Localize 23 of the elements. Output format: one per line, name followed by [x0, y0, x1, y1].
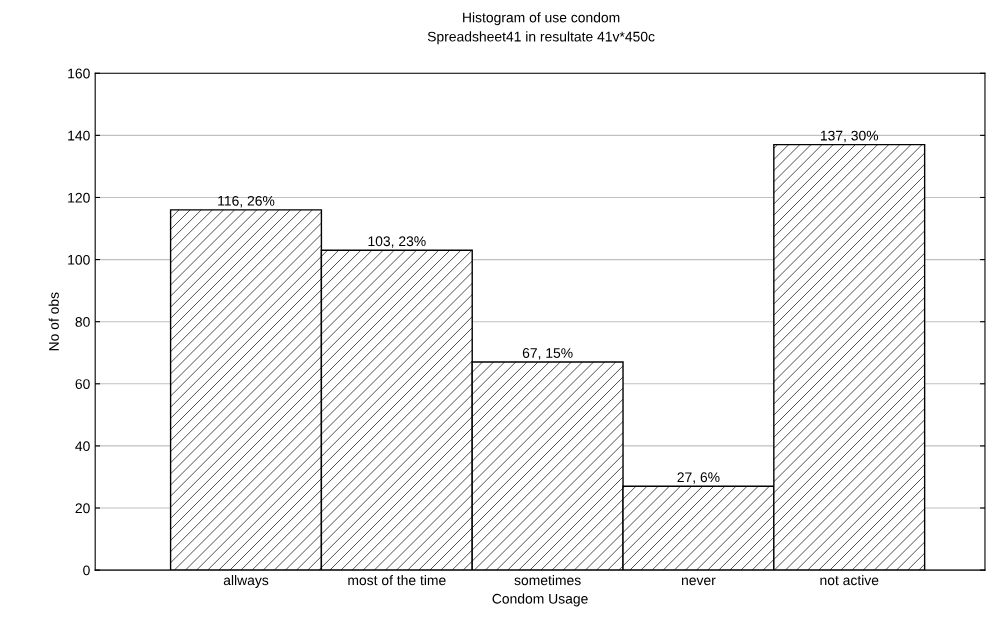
y-tick-label: 60 [75, 379, 90, 389]
y-tick-label: 20 [75, 503, 90, 514]
data-label: 103, 23% [368, 236, 426, 248]
data-label: 27, 6% [677, 472, 720, 484]
y-tick-label: 120 [68, 192, 90, 203]
x-axis-title: Condom Usage [492, 593, 588, 607]
y-tick-label: 100 [68, 254, 90, 265]
data-label: 67, 15% [522, 348, 573, 360]
x-tick-label: sometimes [514, 574, 581, 586]
x-tick-label: most of the time [348, 574, 446, 586]
x-tick-label: allways [223, 574, 269, 588]
data-label: 137, 30% [820, 130, 879, 143]
y-tick-label: 0 [83, 565, 90, 576]
y-tick-label: 160 [68, 68, 90, 79]
chart-subtitle: Spreadsheet41 in resultate 41v*450c [427, 31, 655, 45]
x-tick-label: not active [820, 574, 879, 586]
y-axis-title: No of obs [48, 292, 59, 351]
y-tick-label: 40 [75, 441, 90, 452]
data-label: 116, 26% [218, 195, 275, 208]
x-tick-label: never [681, 577, 716, 586]
y-tick-label: 140 [68, 130, 90, 141]
y-tick-label: 80 [75, 317, 90, 327]
chart-title: Histogram of use condom [463, 12, 620, 26]
